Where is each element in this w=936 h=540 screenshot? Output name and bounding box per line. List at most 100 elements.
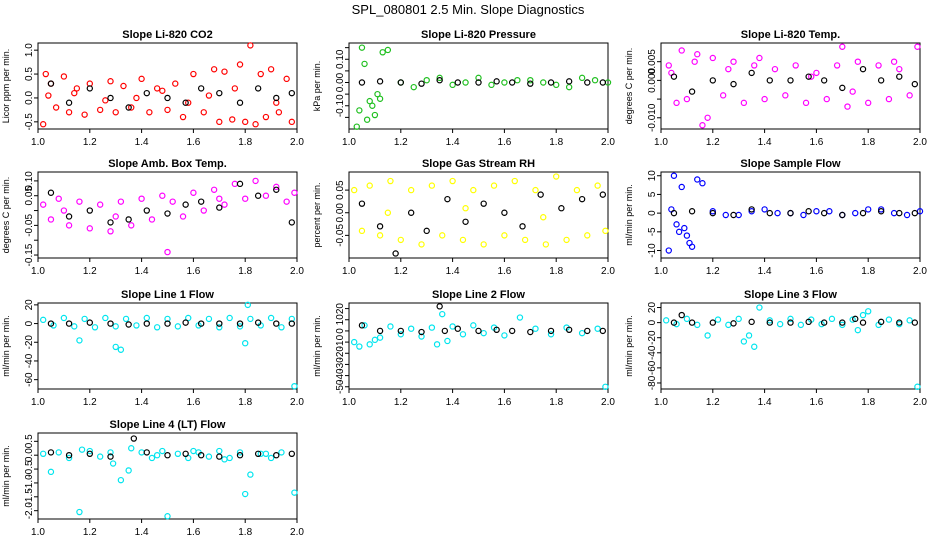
data-point-reference (397, 79, 404, 86)
data-point-primary (205, 315, 213, 323)
x-tick-label: 1.0 (342, 137, 356, 148)
x-tick-label: 2.0 (913, 137, 927, 148)
data-point-primary (828, 315, 836, 323)
data-point-reference (358, 79, 366, 86)
chart-panel-5: Slope Gas Stream RH 1.0 1.2 1.4 1.6 1.8 2.0 -0.… (312, 158, 615, 277)
x-tick-label: 1.6 (497, 266, 511, 277)
data-point-reference (273, 94, 280, 102)
data-point-primary (81, 315, 88, 323)
data-point-primary (745, 332, 753, 339)
y-tick-label: -5 (647, 227, 658, 236)
y-tick-label: 0 (335, 328, 346, 334)
data-point-primary (241, 118, 249, 126)
data-point-reference (376, 223, 384, 230)
data-point-reference (911, 319, 919, 326)
y-tick-label: 0 (647, 210, 658, 216)
x-tick-label: 1.6 (497, 137, 511, 148)
data-point-primary (704, 332, 711, 339)
data-point-primary (205, 453, 213, 460)
data-point-reference (65, 320, 73, 327)
chart-panel-4: Slope Amb. Box Temp. 1.0 1.2 1.4 1.6 1.8 2.0 -0… (1, 158, 304, 277)
data-point-primary (216, 195, 223, 202)
data-point-reference (86, 85, 94, 92)
data-point-reference (197, 85, 205, 92)
x-tick-label: 1.2 (706, 137, 720, 148)
data-point-primary (356, 343, 363, 350)
data-point-reference (216, 453, 223, 460)
data-point-primary (704, 114, 711, 121)
data-point-primary (371, 111, 379, 119)
data-point-primary (852, 209, 859, 217)
x-tick-label: 1.0 (31, 137, 45, 148)
data-point-primary (39, 201, 47, 208)
y-tick-label: 10 (335, 314, 346, 326)
data-point-reference (527, 328, 534, 336)
data-point-primary (267, 66, 275, 73)
data-point-reference (670, 73, 678, 80)
data-point-primary (423, 76, 430, 84)
data-point-reference (508, 327, 516, 335)
data-point-primary (890, 209, 898, 217)
data-point-primary (153, 85, 161, 92)
data-point-primary (914, 383, 921, 390)
data-point-primary (683, 232, 691, 239)
x-tick-label: 1.8 (861, 137, 875, 148)
data-point-reference (288, 89, 296, 97)
data-point-reference (805, 73, 812, 80)
data-point-primary (686, 239, 693, 247)
x-tick-label: 1.0 (31, 397, 45, 408)
data-point-primary (885, 95, 893, 103)
data-point-primary (673, 221, 680, 228)
data-point-primary (76, 508, 83, 516)
data-point-reference (748, 69, 755, 77)
data-point-reference (407, 209, 415, 216)
plot-frame (660, 302, 921, 390)
data-point-primary (433, 341, 441, 348)
data-point-primary (47, 468, 55, 476)
data-point-primary (756, 54, 763, 62)
data-point-primary (275, 109, 283, 116)
data-point-reference (358, 200, 366, 207)
data-point-reference (527, 80, 534, 87)
data-point-reference (65, 213, 73, 220)
data-point-primary (439, 232, 446, 239)
y-tick-label: -10 (335, 334, 346, 349)
data-point-reference (254, 85, 262, 92)
data-point-reference (787, 77, 794, 84)
data-point-reference (107, 219, 114, 226)
data-point-reference (565, 78, 573, 85)
x-tick-label: 1.0 (654, 397, 668, 408)
data-point-primary (748, 208, 755, 215)
x-tick-label: 1.0 (342, 266, 356, 277)
data-point-reference (547, 327, 555, 335)
y-tick-label: 1.0 (24, 43, 35, 57)
data-point-primary (709, 208, 717, 215)
data-point-reference (423, 227, 430, 235)
data-point-primary (291, 383, 298, 390)
data-point-primary (262, 450, 270, 458)
data-point-primary (662, 317, 670, 324)
data-point-reference (47, 320, 55, 327)
data-point-primary (885, 316, 893, 323)
data-point-primary (262, 192, 270, 199)
data-point-primary (247, 315, 254, 323)
data-point-reference (182, 450, 189, 458)
data-point-primary (60, 314, 68, 322)
panel-title: Slope Line 3 Flow (744, 289, 837, 301)
data-point-primary (159, 192, 166, 199)
y-tick-label: -40 (335, 368, 346, 383)
x-tick-label: 1.2 (394, 137, 408, 148)
data-point-primary (52, 104, 60, 111)
data-point-primary (725, 65, 732, 73)
data-point-primary (379, 49, 386, 56)
y-tick-label: 0.05 (24, 186, 35, 206)
data-point-reference (143, 449, 150, 456)
data-point-primary (236, 323, 244, 330)
data-point-primary (221, 68, 228, 75)
x-tick-label: 1.6 (186, 137, 200, 148)
x-tick-label: 1.8 (861, 397, 875, 408)
x-tick-label: 2.0 (601, 137, 615, 148)
data-point-primary (602, 227, 609, 235)
data-point-primary (594, 182, 601, 189)
y-tick-label: -60 (647, 360, 658, 375)
